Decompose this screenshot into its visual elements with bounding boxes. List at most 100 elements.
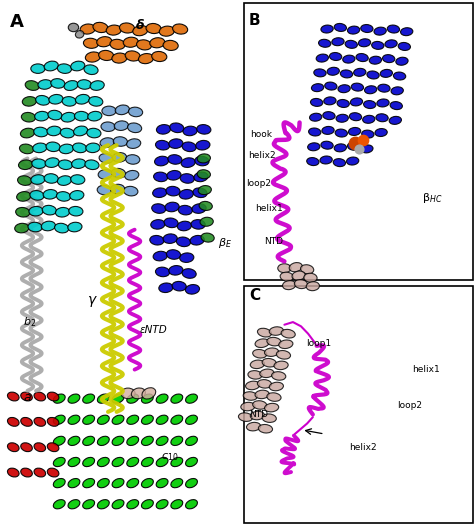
Ellipse shape — [125, 171, 139, 180]
Ellipse shape — [42, 205, 56, 215]
Ellipse shape — [185, 436, 198, 446]
Ellipse shape — [276, 351, 291, 359]
Text: β$_E$: β$_E$ — [218, 235, 232, 250]
Ellipse shape — [97, 499, 109, 509]
Ellipse shape — [156, 436, 168, 446]
Ellipse shape — [99, 50, 114, 61]
Ellipse shape — [380, 69, 392, 78]
Ellipse shape — [192, 204, 206, 213]
Ellipse shape — [374, 27, 386, 35]
Ellipse shape — [46, 142, 60, 152]
Ellipse shape — [155, 156, 169, 166]
Ellipse shape — [82, 394, 95, 403]
Ellipse shape — [329, 52, 342, 61]
Ellipse shape — [383, 54, 395, 63]
Ellipse shape — [127, 478, 139, 488]
Ellipse shape — [292, 271, 305, 280]
Ellipse shape — [51, 79, 65, 88]
Text: $a$: $a$ — [23, 391, 32, 404]
Ellipse shape — [185, 394, 198, 403]
Ellipse shape — [82, 436, 95, 446]
Ellipse shape — [21, 468, 32, 477]
Ellipse shape — [182, 142, 196, 152]
Ellipse shape — [337, 99, 349, 108]
Ellipse shape — [16, 208, 30, 217]
Ellipse shape — [283, 280, 296, 290]
Ellipse shape — [90, 81, 104, 90]
Ellipse shape — [150, 37, 165, 48]
Ellipse shape — [243, 392, 257, 400]
Ellipse shape — [183, 126, 197, 136]
Ellipse shape — [306, 281, 319, 291]
Ellipse shape — [19, 144, 34, 154]
Ellipse shape — [127, 394, 139, 403]
Ellipse shape — [269, 327, 283, 335]
Ellipse shape — [238, 413, 253, 421]
Ellipse shape — [274, 361, 288, 370]
Ellipse shape — [106, 25, 121, 35]
Ellipse shape — [168, 155, 182, 164]
Ellipse shape — [171, 415, 183, 425]
Text: $b_2$: $b_2$ — [23, 315, 36, 328]
Ellipse shape — [98, 169, 112, 179]
Ellipse shape — [169, 266, 183, 275]
Text: β$_{HC}$: β$_{HC}$ — [422, 191, 442, 205]
Ellipse shape — [127, 436, 139, 446]
Ellipse shape — [354, 68, 366, 77]
Ellipse shape — [68, 23, 79, 32]
Ellipse shape — [347, 142, 360, 150]
Ellipse shape — [62, 97, 76, 106]
Ellipse shape — [125, 51, 140, 61]
Ellipse shape — [194, 172, 208, 182]
Ellipse shape — [262, 414, 276, 422]
Ellipse shape — [112, 457, 124, 467]
Text: loop2: loop2 — [397, 401, 422, 410]
Ellipse shape — [141, 415, 154, 425]
Ellipse shape — [77, 80, 91, 89]
Ellipse shape — [152, 204, 166, 213]
Ellipse shape — [336, 114, 348, 122]
Ellipse shape — [85, 160, 99, 169]
Ellipse shape — [47, 443, 59, 451]
Ellipse shape — [156, 499, 168, 509]
Ellipse shape — [185, 457, 198, 467]
Ellipse shape — [255, 390, 269, 399]
Ellipse shape — [179, 190, 193, 199]
Ellipse shape — [121, 388, 135, 399]
Ellipse shape — [190, 235, 204, 245]
Ellipse shape — [44, 61, 58, 71]
Ellipse shape — [141, 436, 154, 446]
Ellipse shape — [31, 175, 45, 184]
Ellipse shape — [310, 98, 323, 107]
Text: loop2: loop2 — [246, 179, 271, 188]
Ellipse shape — [138, 53, 154, 64]
Ellipse shape — [53, 457, 65, 467]
Ellipse shape — [156, 478, 168, 488]
Ellipse shape — [25, 81, 39, 90]
Text: δ: δ — [136, 19, 144, 32]
Ellipse shape — [20, 128, 35, 138]
Ellipse shape — [100, 138, 114, 147]
Ellipse shape — [113, 137, 128, 146]
Ellipse shape — [28, 222, 42, 232]
Ellipse shape — [56, 192, 71, 201]
Ellipse shape — [93, 22, 108, 33]
Ellipse shape — [195, 156, 209, 166]
Ellipse shape — [253, 350, 267, 358]
Ellipse shape — [153, 188, 167, 197]
Ellipse shape — [44, 174, 58, 183]
Ellipse shape — [35, 111, 49, 121]
Ellipse shape — [43, 190, 57, 199]
Ellipse shape — [73, 143, 87, 153]
Ellipse shape — [68, 415, 80, 425]
Ellipse shape — [398, 42, 410, 51]
Ellipse shape — [61, 112, 75, 122]
Text: NTD: NTD — [264, 237, 283, 246]
Ellipse shape — [201, 233, 214, 242]
Ellipse shape — [361, 145, 373, 153]
Ellipse shape — [112, 53, 127, 63]
Ellipse shape — [356, 53, 368, 62]
Ellipse shape — [361, 24, 373, 33]
Ellipse shape — [264, 348, 279, 356]
Ellipse shape — [171, 499, 183, 509]
